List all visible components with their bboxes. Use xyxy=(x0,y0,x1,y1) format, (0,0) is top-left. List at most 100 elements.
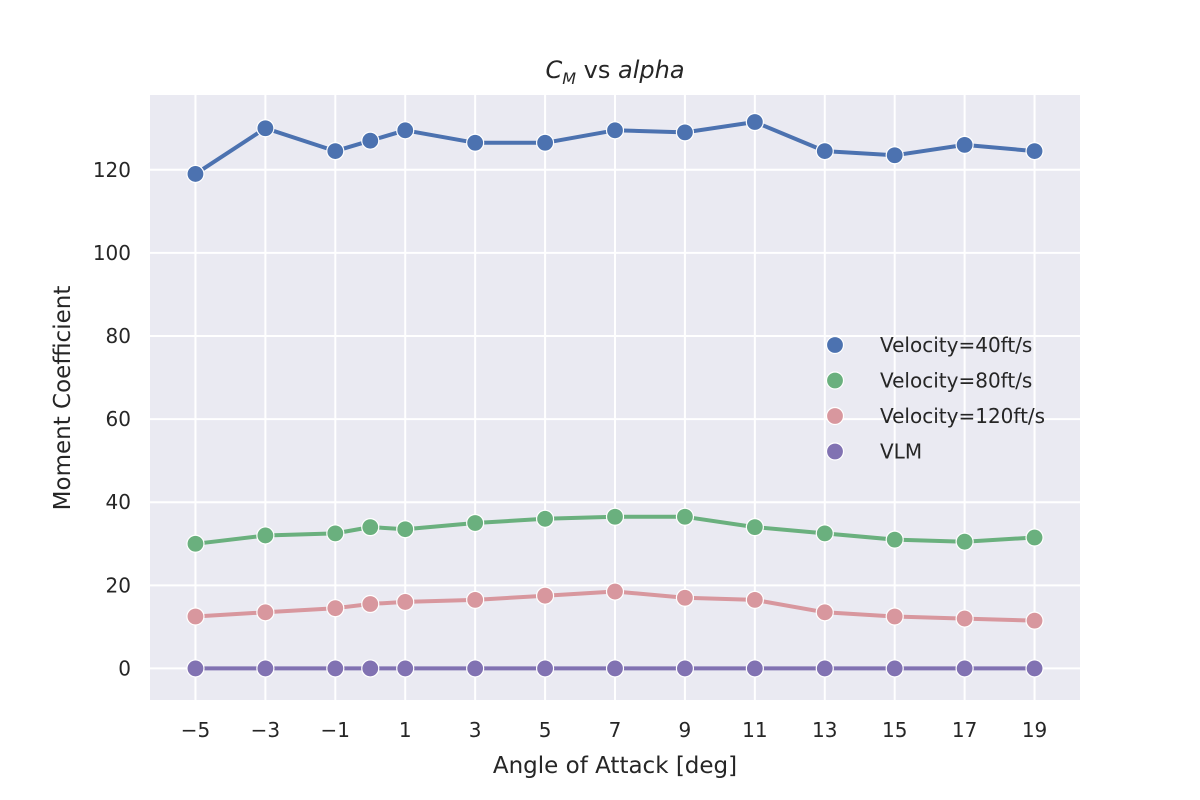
data-point xyxy=(1025,141,1044,161)
x-tick-label: 13 xyxy=(812,718,837,742)
data-point xyxy=(535,659,555,678)
title-mid: vs xyxy=(576,56,618,84)
data-point xyxy=(186,534,205,553)
data-point xyxy=(361,131,380,150)
data-point xyxy=(885,530,904,549)
data-point xyxy=(885,146,904,165)
x-tick-label: −5 xyxy=(181,718,210,742)
data-point xyxy=(955,135,974,154)
legend: Velocity=40ft/s Velocity=80ft/s Velocity=1… xyxy=(825,333,1045,464)
data-point xyxy=(745,590,764,609)
data-point xyxy=(885,659,904,678)
series-layer xyxy=(186,112,1044,678)
legend-marker xyxy=(825,442,845,461)
data-point xyxy=(396,592,415,612)
title-subscript: M xyxy=(562,69,576,88)
data-point xyxy=(186,607,205,626)
data-point xyxy=(361,659,380,678)
legend-marker xyxy=(825,406,845,426)
data-point xyxy=(815,659,834,678)
data-point xyxy=(745,112,764,132)
data-point xyxy=(675,123,695,142)
y-tick-label: 120 xyxy=(93,158,131,182)
data-point xyxy=(186,659,205,678)
legend-marker xyxy=(825,335,845,355)
data-point xyxy=(675,588,695,607)
x-tick-label: 5 xyxy=(539,718,552,742)
data-point xyxy=(745,659,764,678)
data-point xyxy=(605,582,625,601)
data-point xyxy=(1025,659,1044,678)
y-tick-label: 40 xyxy=(106,490,131,514)
title-main: C xyxy=(545,56,562,84)
x-tick-label: 17 xyxy=(952,718,977,742)
x-axis-label: Angle of Attack [deg] xyxy=(493,753,737,779)
data-point xyxy=(186,164,205,184)
data-point xyxy=(815,603,834,622)
data-point xyxy=(675,659,695,678)
data-point xyxy=(466,590,485,609)
y-tick-labels: 0 20 40 60 80 100 120 xyxy=(93,158,131,681)
data-point xyxy=(396,520,415,539)
series-3 xyxy=(186,582,1044,630)
series-4 xyxy=(186,659,1044,678)
x-tick-label: 7 xyxy=(609,718,622,742)
data-point xyxy=(256,526,275,545)
legend-label: Velocity=80ft/s xyxy=(880,369,1032,393)
legend-label: Velocity=120ft/s xyxy=(880,404,1045,428)
data-point xyxy=(361,518,380,537)
data-point xyxy=(466,513,485,533)
data-point xyxy=(326,659,345,678)
x-tick-label: 11 xyxy=(742,718,767,742)
x-tick-label: −3 xyxy=(251,718,280,742)
legend-marker xyxy=(825,371,845,390)
data-point xyxy=(256,603,275,622)
data-point xyxy=(815,524,834,543)
x-tick-label: 3 xyxy=(469,718,482,742)
data-point xyxy=(466,133,485,152)
data-point xyxy=(256,659,275,678)
data-point xyxy=(396,121,415,140)
data-point xyxy=(535,509,555,528)
x-tick-label: 15 xyxy=(882,718,907,742)
title-tail: alpha xyxy=(618,56,685,84)
data-point xyxy=(256,119,275,138)
data-point xyxy=(326,524,345,543)
data-point xyxy=(361,594,380,614)
x-tick-label: 9 xyxy=(679,718,692,742)
data-point xyxy=(466,659,485,678)
x-tick-label: 1 xyxy=(399,718,412,742)
data-point xyxy=(326,141,345,161)
y-tick-label: 60 xyxy=(106,407,131,431)
chart-title: CM vs alpha xyxy=(545,56,684,88)
series-1 xyxy=(186,112,1044,184)
data-point xyxy=(605,507,625,526)
data-point xyxy=(326,599,345,618)
y-tick-label: 20 xyxy=(106,573,131,597)
y-tick-label: 0 xyxy=(118,656,131,680)
data-point xyxy=(675,507,695,526)
data-point xyxy=(605,659,625,678)
legend-label: VLM xyxy=(880,440,922,464)
data-point xyxy=(1025,528,1044,547)
data-point xyxy=(535,586,555,605)
x-tick-labels: −5 −3 −1 1 3 5 7 9 11 13 15 17 19 xyxy=(181,718,1048,742)
y-tick-label: 80 xyxy=(106,324,131,348)
x-tick-label: −1 xyxy=(321,718,350,742)
data-point xyxy=(605,121,625,140)
x-tick-label: 19 xyxy=(1022,718,1047,742)
data-point xyxy=(955,609,974,628)
data-point xyxy=(535,133,555,152)
legend-label: Velocity=40ft/s xyxy=(880,333,1032,357)
y-axis-label: Moment Coefficient xyxy=(50,286,76,511)
data-point xyxy=(396,659,415,678)
data-point xyxy=(955,532,974,551)
data-point xyxy=(885,607,904,626)
data-point xyxy=(955,659,974,678)
y-tick-label: 100 xyxy=(93,241,131,265)
data-point xyxy=(1025,611,1044,630)
data-point xyxy=(815,141,834,161)
series-2 xyxy=(186,507,1044,553)
